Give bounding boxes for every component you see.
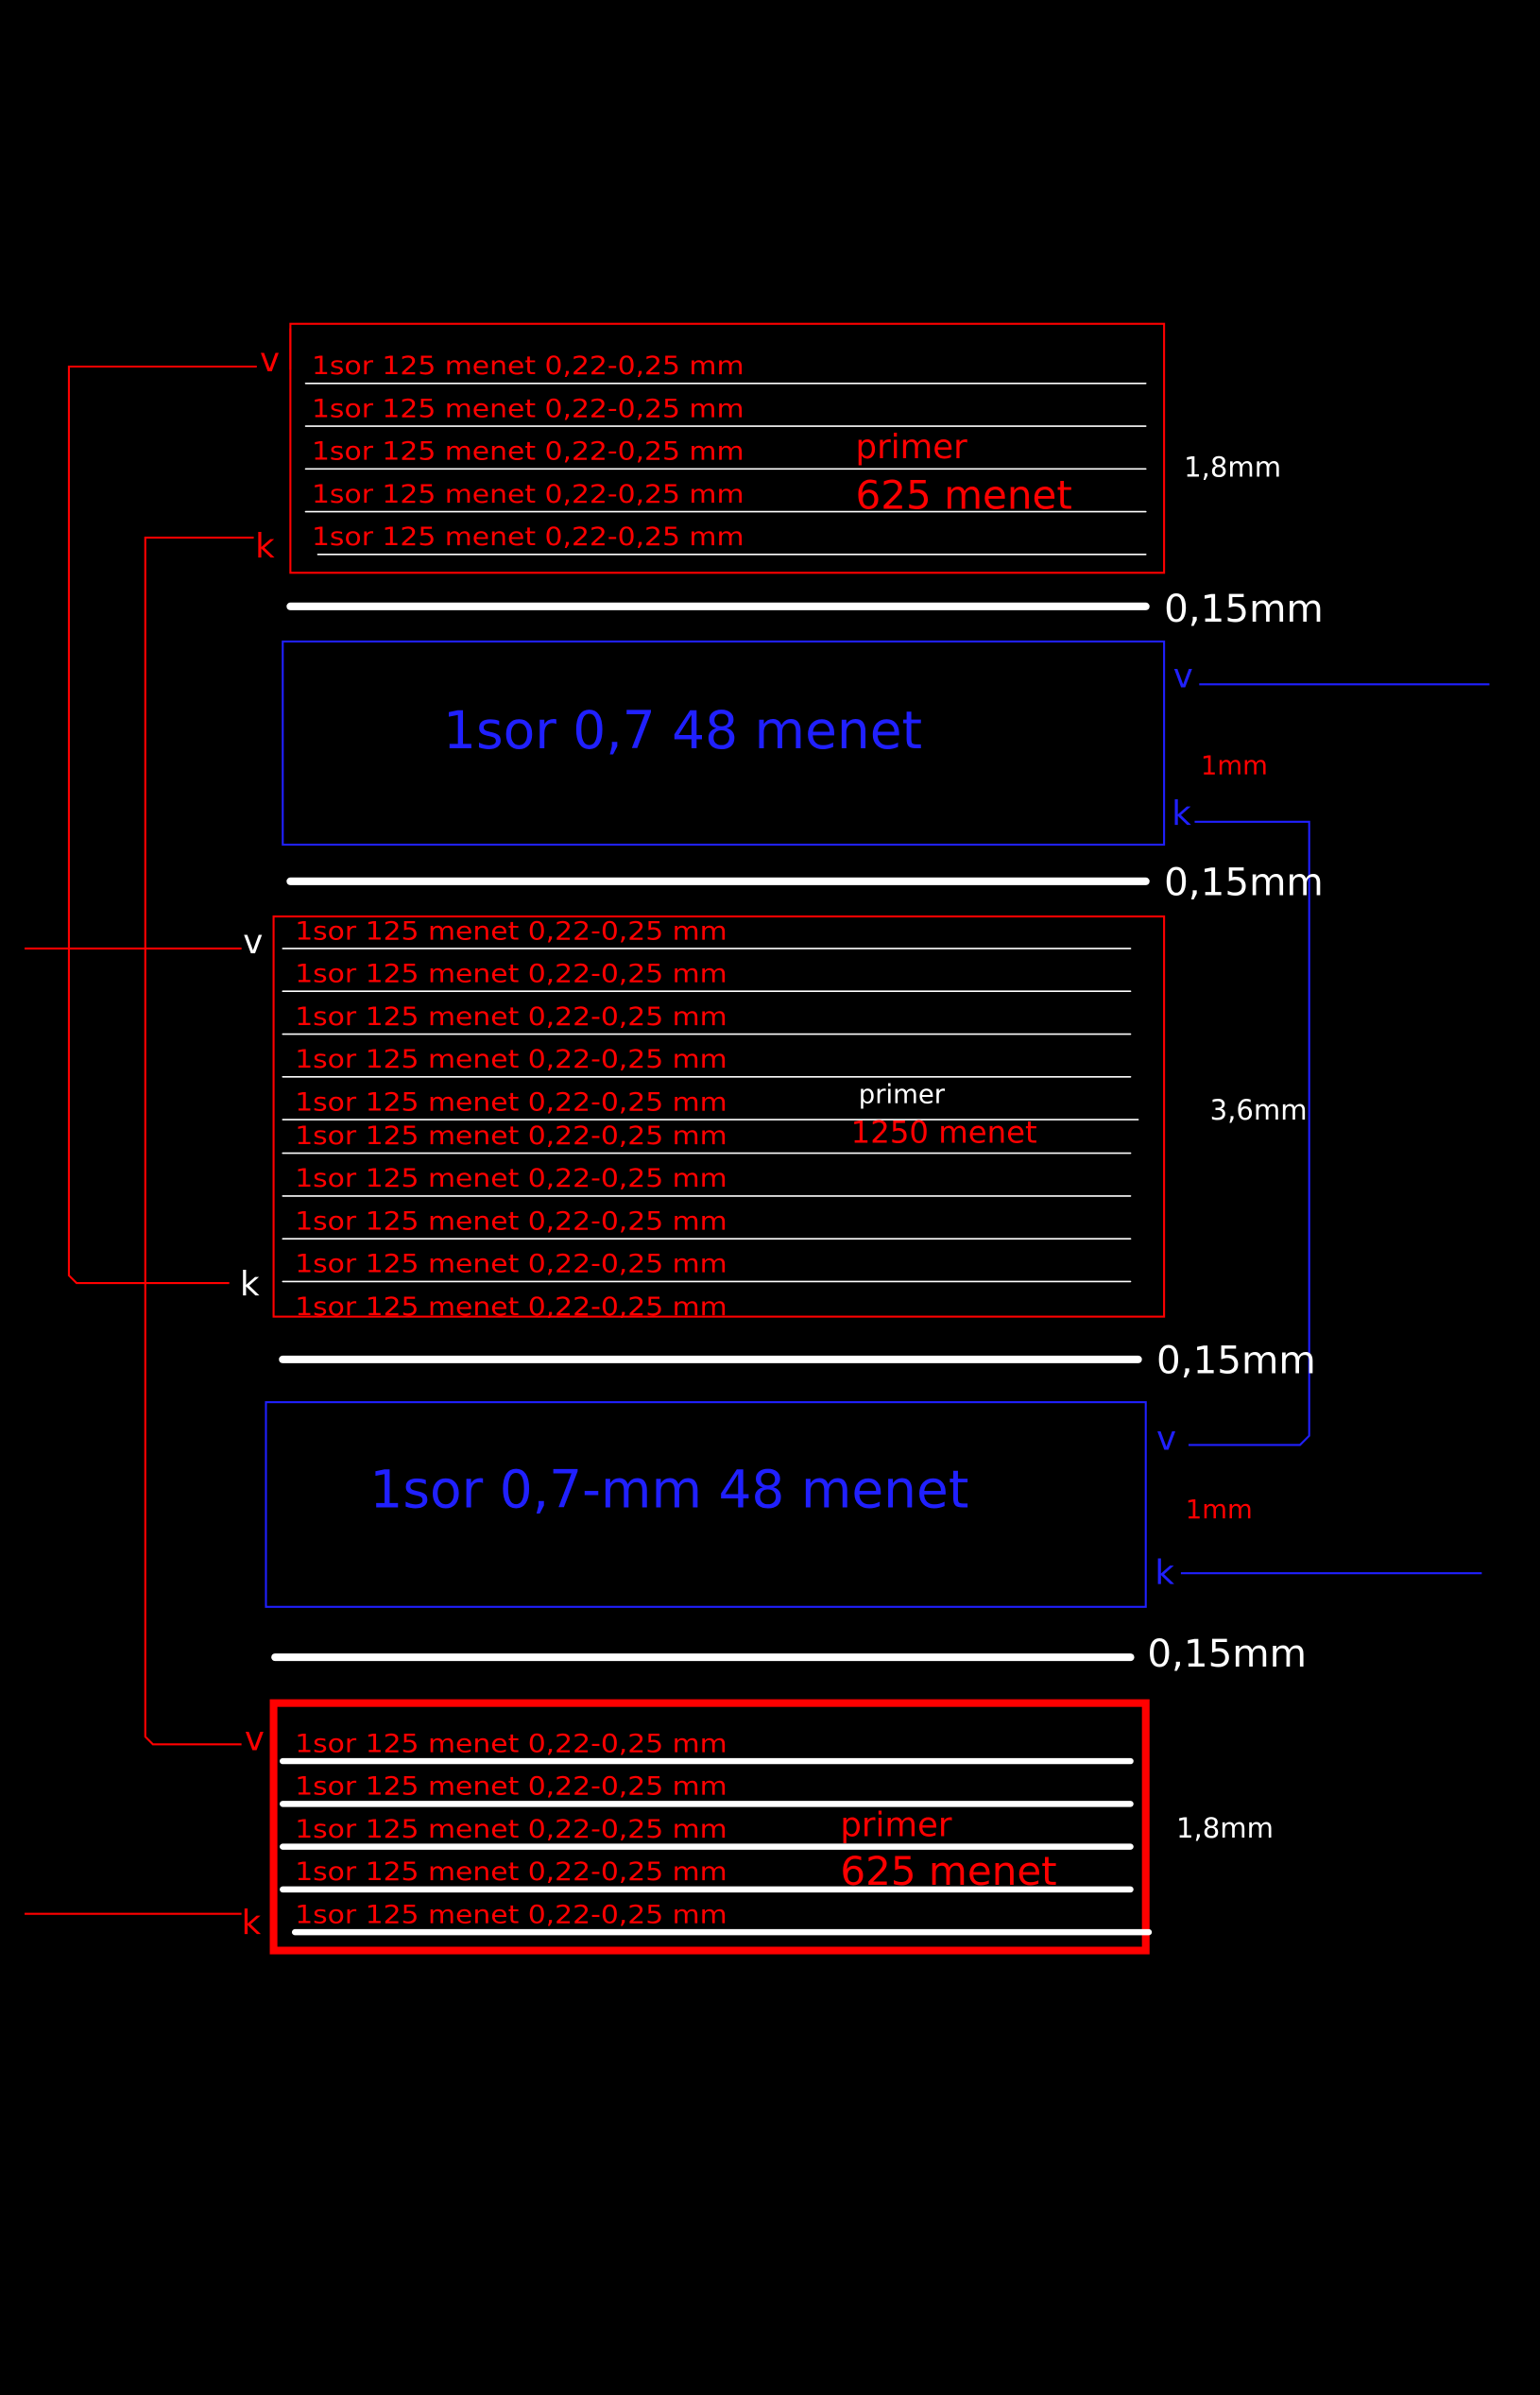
layer-label: 1sor 125 menet 0,22-0,25 mm	[295, 1857, 727, 1887]
thickness-label: 1,8mm	[1176, 1812, 1274, 1844]
layer-label: 1sor 125 menet 0,22-0,25 mm	[295, 1292, 727, 1322]
layer-label: 1sor 125 menet 0,22-0,25 mm	[312, 437, 744, 467]
wires	[25, 328, 1490, 1915]
thickness-label: 1,8mm	[1184, 451, 1281, 483]
winding-label: 625 menet	[856, 471, 1072, 518]
start-marker: v	[260, 341, 280, 380]
end-marker: k	[255, 527, 275, 566]
winding-label: 1sor 0,7 48 menet	[443, 700, 922, 761]
layer-label: 1sor 125 menet 0,22-0,25 mm	[295, 1815, 727, 1844]
winding-label: 625 menet	[840, 1848, 1056, 1894]
end-marker: k	[1172, 795, 1191, 833]
winding-label: primer	[859, 1079, 946, 1109]
insulation-label: 0,15mm	[1147, 1631, 1307, 1676]
winding-box	[289, 322, 1166, 574]
layer-label: 1sor 125 menet 0,22-0,25 mm	[295, 1045, 727, 1074]
layer-label: 1sor 125 menet 0,22-0,25 mm	[295, 1087, 727, 1117]
layer-label: 1sor 125 menet 0,22-0,25 mm	[295, 1121, 727, 1151]
layer-label: 1sor 125 menet 0,22-0,25 mm	[295, 960, 727, 989]
winding-label: 1250 menet	[851, 1114, 1037, 1150]
layer-label: 1sor 125 menet 0,22-0,25 mm	[312, 394, 744, 423]
layer-label: 1sor 125 menet 0,22-0,25 mm	[295, 1900, 727, 1929]
start-marker: v	[1156, 1419, 1176, 1458]
wire	[1188, 820, 1310, 1446]
wire	[144, 537, 254, 1746]
winding-box	[272, 915, 1166, 1318]
layer-label: 1sor 125 menet 0,22-0,25 mm	[295, 916, 727, 946]
start-marker: v	[245, 1720, 265, 1759]
end-marker: k	[240, 1265, 260, 1304]
start-marker: v	[243, 923, 263, 962]
layer-label: 1sor 125 menet 0,22-0,25 mm	[312, 351, 744, 381]
thickness-label: 1mm	[1201, 751, 1268, 781]
layer-label: 1sor 125 menet 0,22-0,25 mm	[295, 1772, 727, 1802]
layer-label: 1sor 125 menet 0,22-0,25 mm	[295, 1002, 727, 1032]
layer-label: 1sor 125 menet 0,22-0,25 mm	[312, 522, 744, 552]
winding-box	[269, 1699, 1150, 1955]
end-marker: k	[242, 1904, 262, 1942]
wire	[67, 365, 257, 1285]
winding-label: primer	[856, 428, 968, 467]
start-marker: v	[1173, 658, 1193, 696]
thickness-label: 1mm	[1186, 1495, 1253, 1525]
layer-label: 1sor 125 menet 0,22-0,25 mm	[295, 1206, 727, 1236]
insulation-label: 0,15mm	[1164, 586, 1324, 631]
winding-box	[282, 640, 1166, 847]
layer-label: 1sor 125 menet 0,22-0,25 mm	[295, 1164, 727, 1193]
winding-box	[265, 1401, 1147, 1608]
layer-label: 1sor 125 menet 0,22-0,25 mm	[295, 1250, 727, 1279]
insulation-label: 0,15mm	[1164, 859, 1324, 904]
insulation-label: 0,15mm	[1156, 1337, 1316, 1382]
layer-label: 1sor 125 menet 0,22-0,25 mm	[312, 480, 744, 509]
winding-label: primer	[840, 1805, 952, 1844]
winding-label: 1sor 0,7-mm 48 menet	[369, 1460, 968, 1520]
thickness-label: 3,6mm	[1210, 1094, 1308, 1126]
layer-label: 1sor 125 menet 0,22-0,25 mm	[295, 1729, 727, 1758]
end-marker: k	[1155, 1554, 1174, 1593]
